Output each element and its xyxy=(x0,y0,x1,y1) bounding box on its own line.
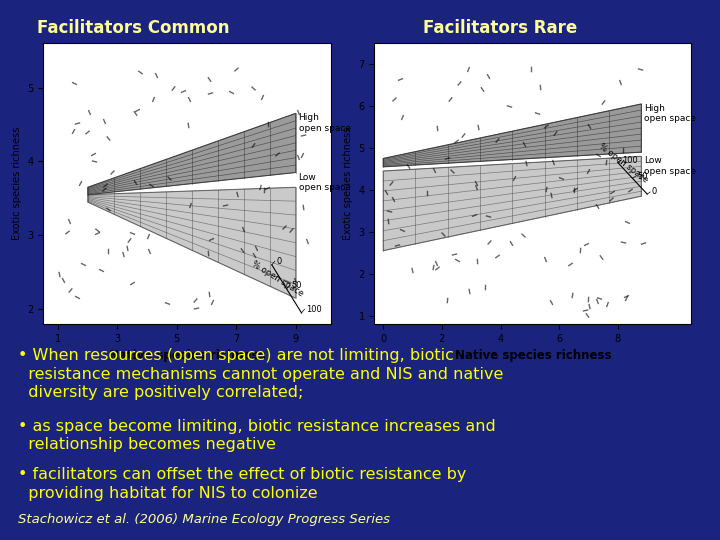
Polygon shape xyxy=(88,187,296,298)
Text: 50: 50 xyxy=(637,172,647,181)
Y-axis label: Exotic species richness: Exotic species richness xyxy=(343,127,353,240)
Text: 0: 0 xyxy=(652,187,657,197)
Text: • When resources (open space) are not limiting, biotic
  resistance mechanisms c: • When resources (open space) are not li… xyxy=(18,348,503,401)
Text: High
open space: High open space xyxy=(644,104,696,123)
Text: High
open space: High open space xyxy=(299,113,351,133)
Text: 100: 100 xyxy=(306,305,322,314)
Text: Facilitators Common: Facilitators Common xyxy=(37,19,230,37)
Text: 100: 100 xyxy=(622,156,638,165)
Text: • as space become limiting, biotic resistance increases and
  relationship becom: • as space become limiting, biotic resis… xyxy=(18,418,496,452)
Text: Low
open space: Low open space xyxy=(644,157,696,176)
Polygon shape xyxy=(383,157,642,251)
Text: Low
open space: Low open space xyxy=(299,172,351,192)
Text: Stachowicz et al. (2006) Marine Ecology Progress Series: Stachowicz et al. (2006) Marine Ecology … xyxy=(18,514,390,526)
Text: % open space: % open space xyxy=(598,142,650,185)
Text: • facilitators can offset the effect of biotic resistance by
  providing habitat: • facilitators can offset the effect of … xyxy=(18,467,467,501)
Text: 0: 0 xyxy=(276,256,282,266)
X-axis label: Native species richness: Native species richness xyxy=(454,349,611,362)
Polygon shape xyxy=(383,104,642,167)
Polygon shape xyxy=(88,113,296,195)
Text: 50: 50 xyxy=(291,281,302,289)
Y-axis label: Exotic species richness: Exotic species richness xyxy=(12,127,22,240)
Text: % open space: % open space xyxy=(251,259,305,298)
X-axis label: Native species richness: Native species richness xyxy=(109,349,266,362)
Text: Facilitators Rare: Facilitators Rare xyxy=(423,19,577,37)
